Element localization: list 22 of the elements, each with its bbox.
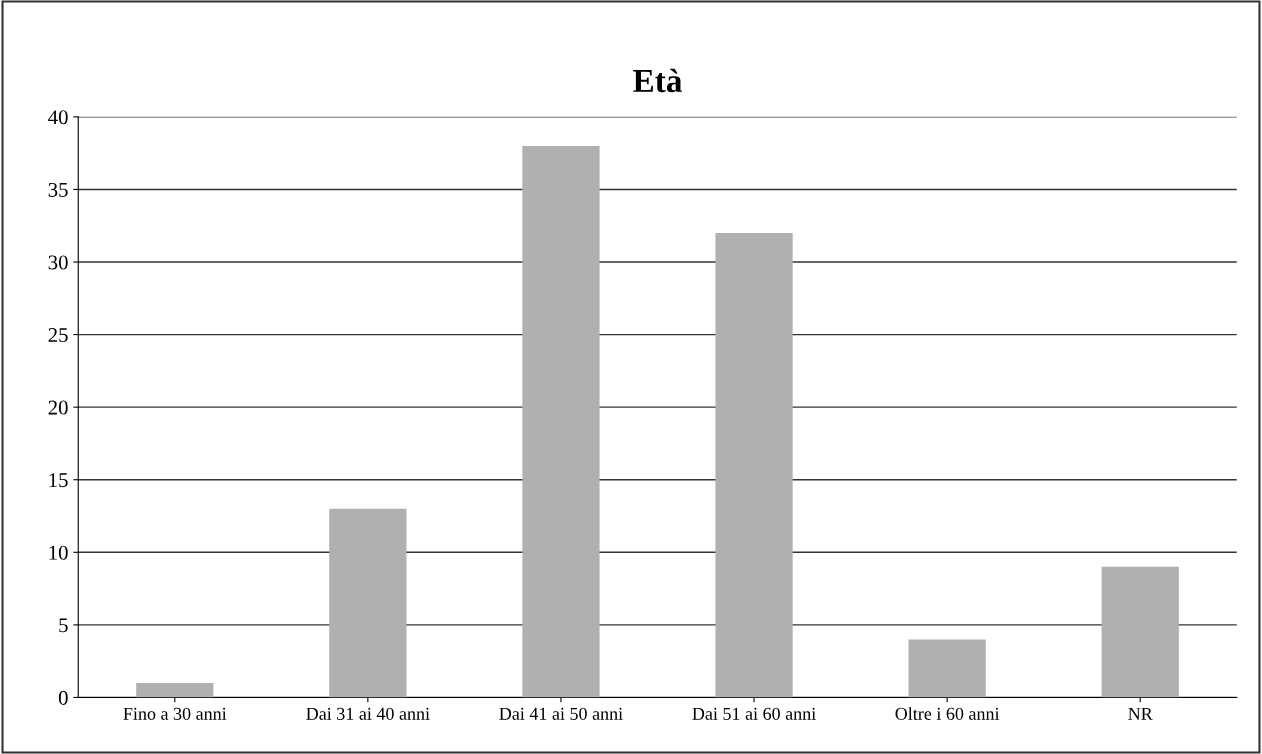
bar [136,682,214,698]
y-tick-label: 30 [48,255,68,270]
bar [522,145,600,698]
bar [715,232,793,698]
bar [1101,566,1179,698]
bar [908,639,986,698]
y-tick-label: 5 [59,618,68,633]
y-tick-label: 25 [48,328,68,343]
y-tick-label: 10 [49,545,68,560]
x-tick-label: Fino a 30 anni [123,707,227,720]
x-tick-label: Dai 31 ai 40 anni [306,707,430,720]
x-tick-label: NR [1128,707,1153,720]
x-tick-label: Oltre i 60 anni [895,707,1000,720]
y-tick-label: 35 [48,182,68,197]
y-tick-label: 15 [49,473,68,488]
y-tick-label: 0 [58,690,68,705]
y-tick-label: 20 [48,400,68,415]
y-tick-label: 40 [48,110,68,125]
x-tick-label: Dai 41 ai 50 anni [499,707,623,720]
x-tick-label: Dai 51 ai 60 anni [692,707,816,720]
bar [329,508,407,698]
chart-title: Età [633,68,682,93]
